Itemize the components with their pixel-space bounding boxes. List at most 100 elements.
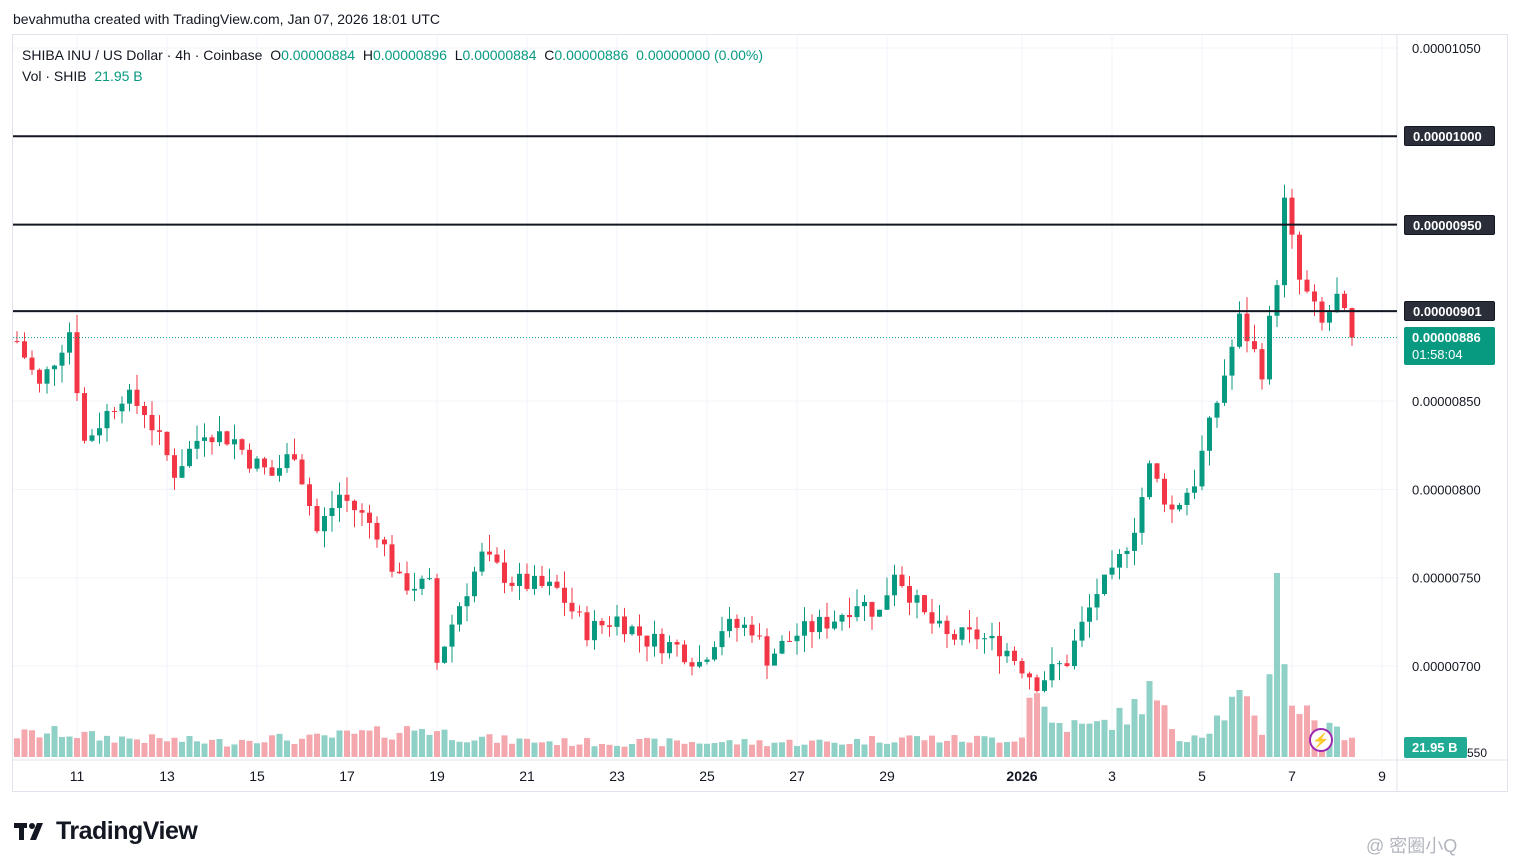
x-tick-label: 27 xyxy=(789,768,805,784)
candle-body xyxy=(1057,663,1062,665)
volume-bar xyxy=(764,746,770,757)
volume-bar xyxy=(651,738,658,757)
candle-body xyxy=(509,582,515,586)
candle-body xyxy=(232,439,237,445)
candle-body xyxy=(824,616,830,629)
candle-body xyxy=(1049,664,1055,681)
candle-body xyxy=(974,629,980,640)
candle-body xyxy=(269,467,275,476)
volume-bar xyxy=(711,743,718,757)
candle-body xyxy=(569,602,575,612)
x-tick-label: 3 xyxy=(1108,768,1116,784)
legend-symbol[interactable]: SHIBA INU / US Dollar · 4h · Coinbase xyxy=(22,47,263,63)
candle-body xyxy=(1087,607,1092,622)
candle-body xyxy=(734,618,740,628)
volume-bar xyxy=(914,736,920,757)
volume-bar xyxy=(1086,723,1093,757)
candle-body xyxy=(1349,308,1355,338)
y-tick-label: 0.00001050 xyxy=(1412,41,1481,56)
price-tag-level-901[interactable]: 0.00000901 xyxy=(1404,301,1495,321)
candle-body xyxy=(1154,463,1160,479)
volume-bar xyxy=(366,730,373,757)
candle-body xyxy=(727,618,732,632)
volume-bar xyxy=(119,736,125,757)
candle-body xyxy=(1289,197,1295,235)
candle-body xyxy=(937,620,942,624)
volume-bar xyxy=(501,735,508,757)
candle-body xyxy=(367,512,372,523)
candle-body xyxy=(202,437,207,441)
volume-bar xyxy=(839,744,845,757)
candle-body xyxy=(59,352,65,366)
volume-bar xyxy=(456,741,463,757)
candle-body xyxy=(562,587,567,603)
candle-body xyxy=(667,642,672,654)
candle-body xyxy=(209,437,215,443)
candle-body xyxy=(487,551,492,555)
candle-body xyxy=(1072,640,1077,667)
volume-bar xyxy=(194,741,200,757)
volume-bar xyxy=(1169,729,1175,757)
legend-change: 0.00000000 (0.00%) xyxy=(636,47,764,63)
y-tick-label: 0.00000750 xyxy=(1412,571,1481,586)
volume-bar xyxy=(629,743,635,757)
volume-bar xyxy=(1004,741,1010,757)
candle-body xyxy=(89,435,95,441)
volume-bar xyxy=(291,743,298,757)
brand-name: TradingView xyxy=(56,817,198,845)
volume-bar xyxy=(1011,741,1018,757)
candle-body xyxy=(1312,291,1317,302)
candle-body xyxy=(1004,650,1010,657)
candle-body xyxy=(779,640,785,654)
volume-bar xyxy=(636,738,643,757)
y-tick-label: 0.00000850 xyxy=(1412,394,1481,409)
volume-bar xyxy=(1199,737,1205,757)
price-tag-level-950[interactable]: 0.00000950 xyxy=(1404,215,1495,235)
volume-bar xyxy=(1109,729,1115,757)
candle-body xyxy=(314,506,320,532)
volume-bar xyxy=(321,735,328,757)
tradingview-logo[interactable]: TradingView xyxy=(14,817,198,846)
legend-vol-label[interactable]: Vol · SHIB xyxy=(22,68,87,84)
volume-bar xyxy=(1124,724,1130,757)
volume-bar xyxy=(156,738,163,757)
candle-body xyxy=(1027,673,1032,678)
volume-bar xyxy=(59,737,65,757)
y-tick-label: 0.00000700 xyxy=(1412,659,1481,674)
candle-body xyxy=(142,405,147,415)
candle-body xyxy=(397,571,402,574)
volume-bar xyxy=(1176,741,1183,757)
volume-bar xyxy=(1064,731,1070,757)
candle-body xyxy=(217,431,222,443)
lightning-icon[interactable]: ⚡ xyxy=(1309,728,1333,752)
chart-frame[interactable] xyxy=(12,34,1508,792)
candle-body xyxy=(389,544,395,572)
volume-bar xyxy=(104,735,110,757)
candle-body xyxy=(697,661,702,667)
volume-bar xyxy=(1221,720,1228,757)
x-tick-label: 21 xyxy=(519,768,535,784)
candle-body xyxy=(194,440,200,449)
volume-bar xyxy=(1071,720,1078,757)
candle-body xyxy=(299,459,305,485)
candle-body xyxy=(382,539,387,545)
volume-bar xyxy=(749,744,755,757)
volume-bar xyxy=(21,729,28,757)
candle-body xyxy=(1064,663,1070,667)
volume-bar xyxy=(1041,706,1048,757)
price-tag-level-1000[interactable]: 0.00001000 xyxy=(1404,126,1495,146)
candle-body xyxy=(862,601,867,607)
volume-bar xyxy=(1289,705,1295,757)
volume-bar xyxy=(606,744,613,757)
volume-bar xyxy=(1079,723,1085,757)
candle-body xyxy=(344,494,350,501)
candle-body xyxy=(157,430,162,432)
volume-bar xyxy=(554,745,560,757)
volume-bar xyxy=(494,742,500,757)
volume-bar xyxy=(614,745,620,757)
legend-open-label: O xyxy=(270,47,282,63)
volume-bar xyxy=(381,737,388,757)
volume-bar xyxy=(1101,719,1108,757)
volume-bar xyxy=(689,741,695,757)
